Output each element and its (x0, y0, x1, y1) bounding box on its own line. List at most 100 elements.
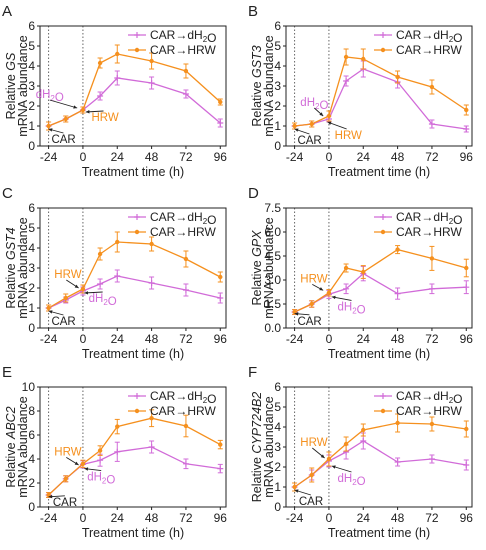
y-tick-label: 1 (28, 119, 35, 133)
y-tick-label: 2 (274, 99, 281, 113)
x-tick-label: 72 (179, 332, 193, 346)
panel-c: C 0 1 2 3 4 5 6 -24 0 24 48 72 96 Treatment time (h) Re… (2, 185, 227, 361)
data-point-hrw (429, 84, 435, 90)
annotation-label: HRW (335, 130, 362, 142)
x-tick-label: 96 (460, 332, 474, 346)
annotation-arrowhead (48, 128, 53, 132)
y-axis-label-line2: mRNA abundance (262, 396, 276, 498)
x-tick-label: 96 (460, 150, 474, 164)
x-axis-label: Treatment time (h) (328, 526, 430, 540)
annotation-label: CAR (299, 496, 323, 508)
y-tick-label: 4 (28, 241, 35, 255)
annotation-label: HRW (54, 269, 81, 281)
data-point-water (463, 462, 470, 468)
y-tick-label: 0 (28, 321, 35, 335)
x-tick-label: 24 (111, 150, 125, 164)
y-tick-label: 0 (274, 500, 281, 514)
y-axis-label: Relative GST4 (4, 227, 18, 308)
data-point-hrw (309, 121, 314, 127)
data-point-hrw (80, 286, 86, 292)
legend-label: CAR→HRW (396, 225, 462, 239)
panel-b: B 0 1 2 3 4 5 6 -24 0 24 48 72 96 Treatment time (h) Re… (248, 3, 473, 179)
data-point-water (148, 280, 155, 286)
data-point-hrw (309, 301, 314, 307)
panel-letter: C (2, 185, 13, 202)
y-axis-label: Relative GPX (250, 230, 264, 306)
y-tick-label: 4 (28, 59, 35, 73)
data-point-hrw (395, 74, 400, 80)
x-tick-label: -24 (286, 511, 304, 525)
x-tick-label: 72 (425, 332, 439, 346)
data-point-water (97, 281, 104, 287)
data-point-water (343, 285, 350, 292)
annotation-label: CAR (53, 497, 77, 509)
y-axis-label: Relative ABC2 (4, 406, 18, 487)
data-point-hrw (149, 241, 154, 247)
data-point-water (463, 284, 470, 291)
data-point-hrw (183, 423, 189, 429)
legend-marker (134, 47, 140, 53)
data-point-hrw (63, 476, 68, 481)
y-tick-label: 3 (28, 261, 35, 275)
x-tick-label: 72 (179, 511, 193, 525)
legend-label: CAR→dH2O (150, 389, 216, 406)
annotation-arrow (49, 99, 78, 109)
legend-marker (134, 32, 140, 38)
series-line-hrw (294, 422, 467, 488)
data-point-water (360, 438, 367, 444)
y-tick-label: 7.5 (264, 201, 281, 215)
legend-marker (380, 47, 386, 53)
data-point-hrw (309, 472, 314, 478)
legend-label: CAR→dH2O (150, 28, 216, 45)
annotation-label: dH2O (338, 301, 366, 316)
data-point-hrw (292, 484, 297, 490)
data-point-hrw (326, 456, 332, 462)
series-line-hrw (294, 56, 467, 127)
annotation-label: HRW (300, 437, 327, 449)
y-tick-label: 2 (28, 476, 35, 490)
x-axis-label: Treatment time (h) (82, 347, 184, 361)
data-point-water (114, 75, 121, 81)
x-tick-label: 96 (214, 511, 228, 525)
data-point-water (97, 93, 104, 99)
data-point-hrw (429, 421, 435, 427)
data-point-hrw (464, 265, 469, 271)
data-point-hrw (115, 239, 120, 245)
annotation-arrowhead (48, 310, 53, 314)
legend-label: CAR→HRW (396, 404, 462, 418)
annotation-arrowhead (74, 284, 79, 288)
y-tick-label: 1 (274, 480, 281, 494)
x-tick-label: 24 (357, 511, 371, 525)
data-point-water (217, 120, 224, 126)
data-point-hrw (464, 426, 469, 432)
data-point-hrw (97, 448, 103, 453)
x-tick-label: -24 (286, 150, 304, 164)
x-tick-label: 0 (80, 511, 87, 525)
data-point-water (343, 78, 350, 84)
annotation-arrowhead (327, 121, 332, 125)
annotation-label: CAR (51, 134, 75, 146)
y-tick-label: 8 (28, 404, 35, 418)
data-point-hrw (292, 123, 297, 129)
annotation-arrowhead (48, 494, 53, 499)
data-point-water (217, 295, 224, 301)
y-tick-label: 5 (274, 39, 281, 53)
x-axis-label: Treatment time (h) (82, 165, 184, 179)
legend-label: CAR→dH2O (396, 389, 462, 406)
series-line-hrw (48, 241, 221, 309)
data-point-hrw (149, 58, 154, 64)
data-point-hrw (218, 442, 223, 447)
x-tick-label: 72 (179, 150, 193, 164)
y-tick-label: 3.0 (264, 273, 281, 287)
y-tick-label: 6.0 (264, 225, 281, 239)
panel-letter: B (248, 3, 258, 20)
x-tick-label: -24 (40, 511, 58, 525)
annotation-label: dH2O (36, 89, 64, 104)
x-tick-label: 48 (391, 150, 405, 164)
y-tick-label: 4 (274, 59, 281, 73)
data-point-water (148, 444, 155, 450)
data-point-water (428, 285, 435, 292)
x-tick-label: 72 (425, 150, 439, 164)
data-point-water (148, 80, 155, 86)
